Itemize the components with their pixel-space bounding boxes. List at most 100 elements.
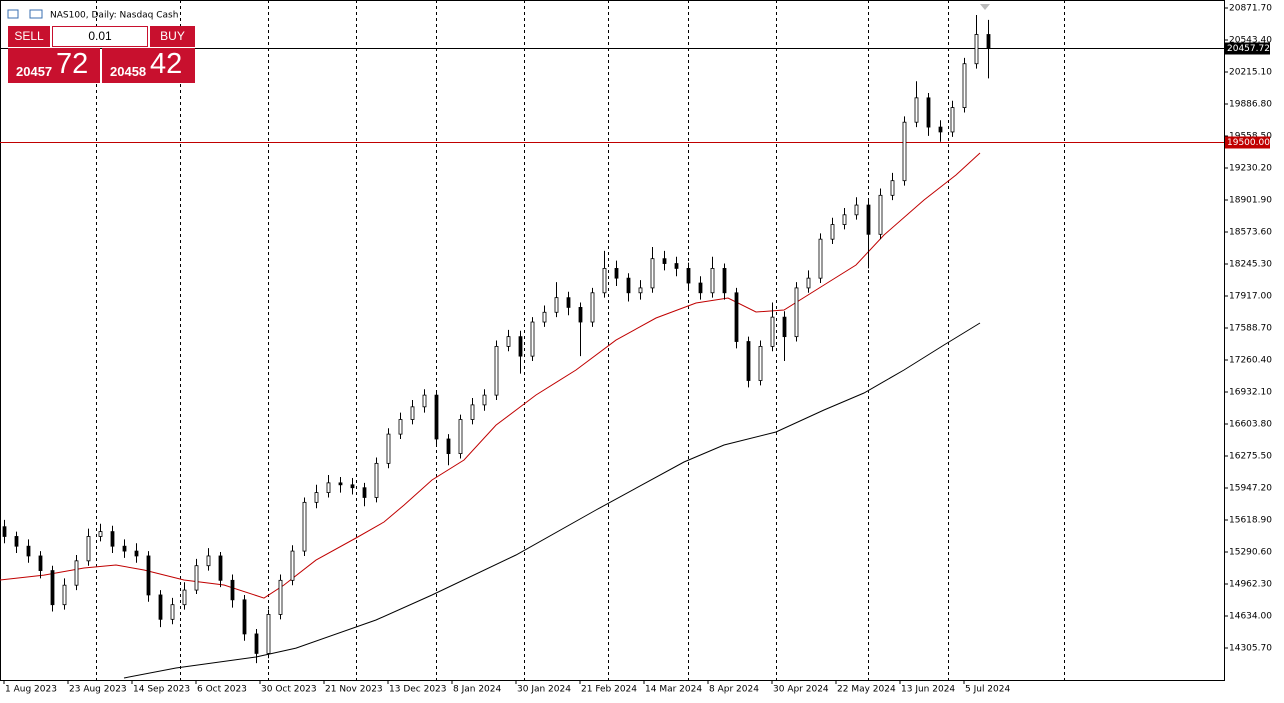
candle-body (530, 321, 535, 357)
candle-body (242, 599, 247, 635)
candle-body (290, 550, 295, 581)
x-tick-label: 30 Jan 2024 (517, 685, 571, 695)
candle-body (410, 406, 415, 420)
candle-body (302, 501, 307, 552)
candle-body (38, 555, 43, 571)
y-tick-label: 17260.40 (1229, 356, 1272, 366)
y-tick-label: 18573.60 (1229, 228, 1272, 238)
candle-body (662, 258, 667, 264)
y-tick-label: 18245.30 (1229, 260, 1272, 270)
x-tick-label: 14 Mar 2024 (645, 685, 702, 695)
candle-body (230, 579, 235, 601)
candle-body (470, 404, 475, 420)
sell-price[interactable]: 20457 72 (8, 48, 100, 83)
y-tick-label: 20871.70 (1229, 4, 1272, 14)
moving-average (123, 322, 981, 679)
y-tick-label: 17917.00 (1229, 292, 1272, 302)
candle-body (98, 531, 103, 537)
candle-body (986, 34, 991, 49)
candle-body (422, 394, 427, 408)
candle-body (326, 482, 331, 494)
candle-body (866, 204, 871, 235)
x-tick-label: 13 Dec 2023 (389, 685, 447, 695)
candle-body (722, 268, 727, 294)
candle-body (794, 287, 799, 338)
sell-price-main: 20457 (16, 64, 53, 79)
candle-body (614, 268, 619, 279)
candle-body (770, 316, 775, 347)
buy-button[interactable]: BUY (150, 26, 195, 47)
candle-body (338, 482, 343, 486)
candle-body (674, 263, 679, 269)
candle-body (506, 336, 511, 347)
candle-body (482, 394, 487, 406)
candle-body (698, 282, 703, 294)
candle-body (878, 194, 883, 235)
price-level-label: 20457.72 (1227, 44, 1270, 54)
buy-price-main: 20458 (110, 64, 147, 79)
candle-body (902, 121, 907, 182)
candle-body (374, 462, 379, 498)
y-tick-label: 20215.10 (1229, 68, 1272, 78)
candle-body (938, 126, 943, 133)
y-tick-label: 15618.90 (1229, 516, 1272, 526)
y-tick-label: 15290.60 (1229, 548, 1272, 558)
candle-body (62, 584, 67, 606)
icon (7, 9, 19, 19)
candle-body (626, 277, 631, 294)
candle-body (686, 268, 691, 284)
candle-body (194, 565, 199, 591)
candle-body (182, 589, 187, 606)
y-tick-label: 14305.70 (1229, 644, 1272, 654)
x-tick-label: 30 Oct 2023 (261, 685, 317, 695)
candle-body (254, 633, 259, 654)
x-tick-label: 8 Jan 2024 (453, 685, 501, 695)
candle-body (14, 536, 19, 547)
candle-body (830, 224, 835, 240)
buy-price-big: 42 (150, 48, 183, 80)
candle-body (134, 550, 139, 557)
candle-body (962, 63, 967, 108)
x-tick-label: 21 Nov 2023 (325, 685, 383, 695)
candle-body (350, 484, 355, 489)
y-tick-label: 19886.80 (1229, 100, 1272, 110)
sell-button[interactable]: SELL (8, 26, 50, 47)
candle-body (650, 258, 655, 289)
candle-body (26, 545, 31, 557)
x-tick-label: 13 Jun 2024 (901, 685, 955, 695)
candle-body (578, 307, 583, 323)
candle-body (434, 394, 439, 440)
x-tick-label: 22 May 2024 (837, 685, 896, 695)
x-tick-label: 23 Aug 2023 (69, 685, 127, 695)
x-tick-label: 14 Sep 2023 (133, 685, 190, 695)
shift-marker (980, 4, 990, 10)
price-level-tag (1225, 42, 1270, 55)
candle-body (494, 345, 499, 396)
candle-body (158, 594, 163, 620)
y-tick-label: 17588.70 (1229, 324, 1272, 334)
candle-body (566, 297, 571, 308)
candle-body (758, 345, 763, 381)
x-tick-label: 30 Apr 2024 (773, 685, 829, 695)
x-tick-label: 6 Oct 2023 (197, 685, 247, 695)
candle-body (314, 492, 319, 503)
candle-body (554, 297, 559, 313)
candle-body (458, 419, 463, 455)
candle-body (386, 433, 391, 464)
price-level-tag (1225, 136, 1270, 149)
candle-body (278, 579, 283, 615)
candle-body (518, 336, 523, 357)
lot-input[interactable]: 0.01 (52, 26, 148, 47)
candle-body (206, 555, 211, 567)
buy-price[interactable]: 20458 42 (102, 48, 195, 83)
y-tick-label: 14962.30 (1229, 580, 1272, 590)
candle-body (170, 604, 175, 620)
candle-body (146, 555, 151, 596)
price-level-label: 19500.00 (1227, 138, 1270, 148)
candle-body (638, 287, 643, 294)
candle-body (854, 204, 859, 216)
candle-body (602, 268, 607, 294)
y-tick-label: 18901.90 (1229, 196, 1272, 206)
x-tick-label: 21 Feb 2024 (581, 685, 637, 695)
